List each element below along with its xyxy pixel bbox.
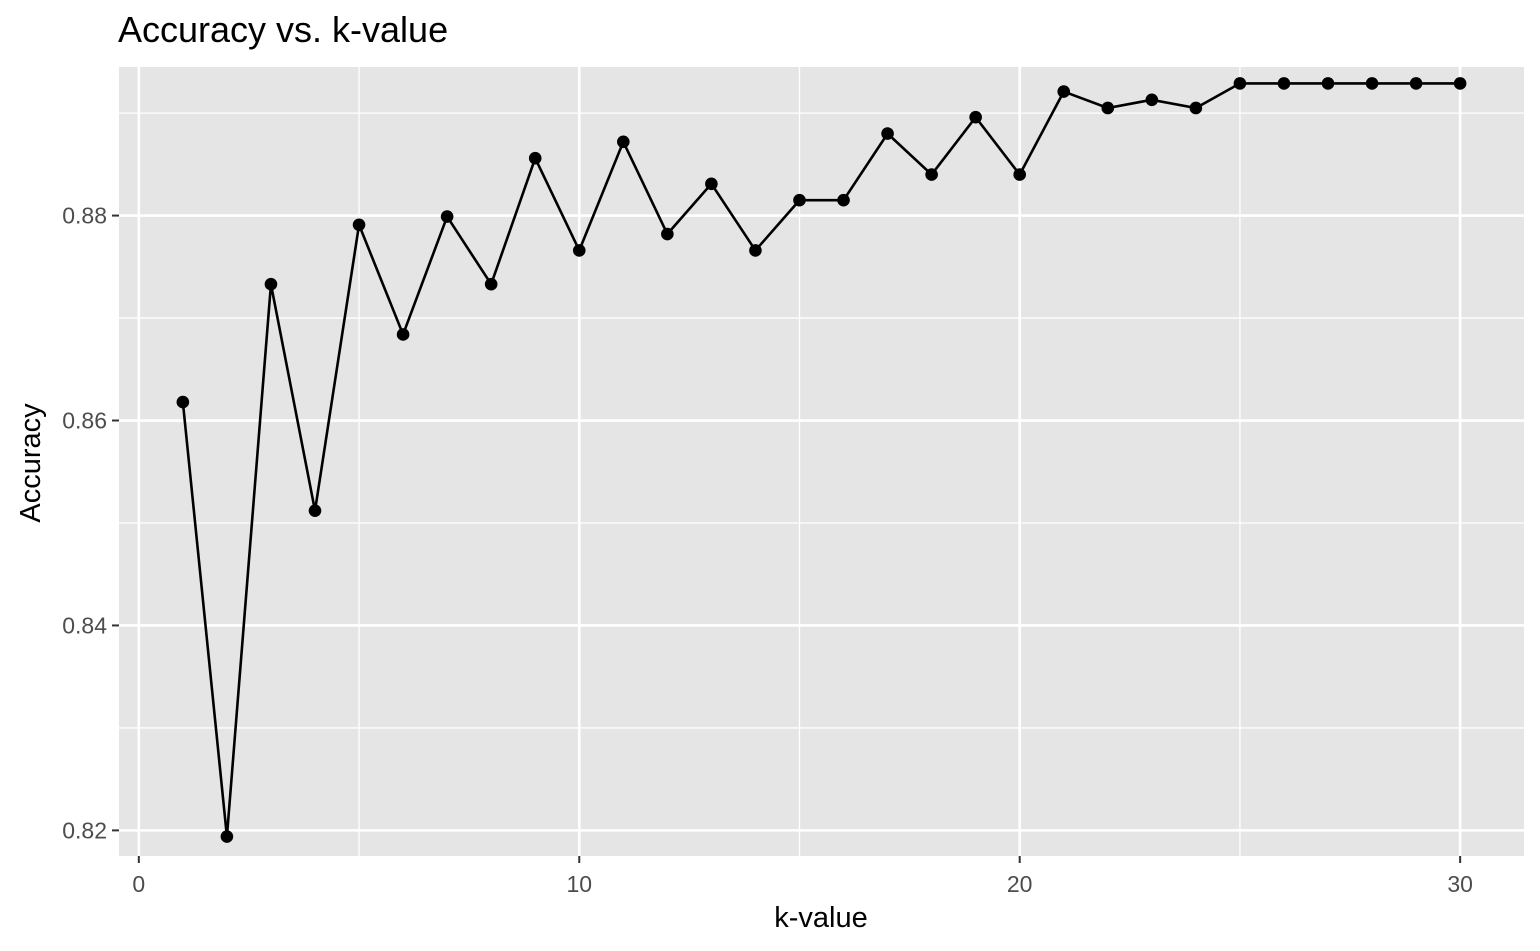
data-point <box>881 127 894 140</box>
data-point <box>661 227 674 241</box>
data-point <box>572 244 586 257</box>
data-point <box>837 193 850 207</box>
data-point <box>793 193 806 207</box>
data-point <box>925 168 938 181</box>
data-point <box>1409 77 1423 90</box>
series-accuracy <box>176 77 1467 843</box>
data-point <box>1277 77 1291 90</box>
data-point <box>1189 101 1203 115</box>
data-point <box>264 277 278 291</box>
major-gridlines <box>119 67 1524 856</box>
data-point <box>1233 77 1247 90</box>
chart-title: Accuracy vs. k-value <box>118 9 448 50</box>
x-axis-title: k-value <box>774 902 868 934</box>
x-tick-label: 0 <box>132 871 145 897</box>
data-point <box>528 151 542 165</box>
data-point <box>396 328 410 341</box>
data-point <box>1057 85 1071 98</box>
data-point <box>705 177 718 191</box>
x-tick-label: 20 <box>1007 871 1033 897</box>
data-point <box>352 218 366 232</box>
data-point <box>969 110 982 124</box>
y-axis-ticks: 0.82 0.84 0.86 0.88 <box>62 203 119 843</box>
data-point <box>440 210 454 223</box>
data-point <box>749 244 762 257</box>
data-point <box>617 135 630 149</box>
data-point <box>308 504 322 517</box>
plot-panel <box>119 67 1524 856</box>
x-tick-label: 10 <box>566 871 592 897</box>
y-axis-title: Accuracy <box>15 403 47 523</box>
accuracy-line <box>181 82 1461 837</box>
data-point <box>1453 77 1467 90</box>
data-point <box>1013 168 1026 181</box>
data-point <box>1145 93 1159 107</box>
y-tick-label: 0.88 <box>62 203 107 229</box>
y-tick-label: 0.86 <box>62 408 107 434</box>
data-point <box>484 277 498 291</box>
data-point <box>1101 101 1115 115</box>
y-tick-label: 0.84 <box>62 612 107 638</box>
data-point <box>1365 77 1379 90</box>
x-axis-ticks: 0 10 20 30 <box>132 856 1473 897</box>
y-tick-label: 0.82 <box>62 817 107 843</box>
data-point <box>220 830 234 843</box>
x-tick-label: 30 <box>1447 871 1473 897</box>
data-point <box>1321 77 1335 90</box>
data-point <box>176 395 190 409</box>
